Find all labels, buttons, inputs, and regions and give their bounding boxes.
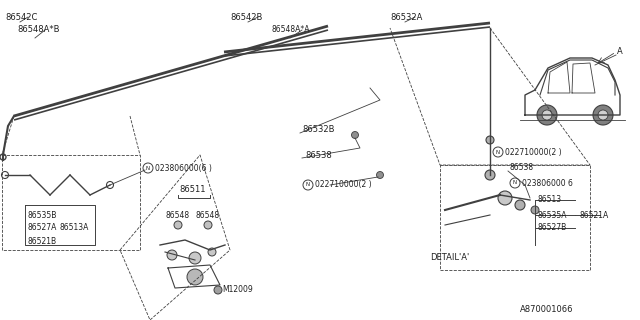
Text: 86527A: 86527A xyxy=(28,223,58,233)
Text: 86548: 86548 xyxy=(166,211,190,220)
Text: 86511: 86511 xyxy=(180,186,206,195)
Text: N: N xyxy=(306,182,310,188)
Circle shape xyxy=(593,105,613,125)
Text: 86548A*B: 86548A*B xyxy=(17,26,60,35)
Text: 86527B: 86527B xyxy=(538,223,567,233)
Text: 86538: 86538 xyxy=(510,164,534,172)
Circle shape xyxy=(376,172,383,179)
Circle shape xyxy=(167,250,177,260)
Text: 86535B: 86535B xyxy=(28,211,58,220)
Text: 86538: 86538 xyxy=(305,150,332,159)
Text: 86535A: 86535A xyxy=(538,211,568,220)
Circle shape xyxy=(515,200,525,210)
Text: A: A xyxy=(617,47,623,57)
Text: N: N xyxy=(496,149,500,155)
Text: 023806000(6 ): 023806000(6 ) xyxy=(155,164,212,172)
Text: 86548A*A: 86548A*A xyxy=(272,26,310,35)
Text: 023806000 6: 023806000 6 xyxy=(522,179,573,188)
Text: 022710000(2 ): 022710000(2 ) xyxy=(315,180,372,189)
Text: 86521A: 86521A xyxy=(580,211,609,220)
Text: A870001066: A870001066 xyxy=(520,306,573,315)
Text: 86532B: 86532B xyxy=(302,125,335,134)
Text: M12009: M12009 xyxy=(222,285,253,294)
Text: 86548: 86548 xyxy=(196,211,220,220)
Circle shape xyxy=(174,221,182,229)
Circle shape xyxy=(498,191,512,205)
Circle shape xyxy=(189,252,201,264)
Text: 86532A: 86532A xyxy=(390,12,422,21)
Text: 86542C: 86542C xyxy=(5,12,37,21)
Text: 022710000(2 ): 022710000(2 ) xyxy=(505,148,562,156)
Circle shape xyxy=(486,136,494,144)
Circle shape xyxy=(351,132,358,139)
Circle shape xyxy=(187,269,203,285)
Text: 86521B: 86521B xyxy=(28,237,57,246)
Circle shape xyxy=(598,110,608,120)
Text: 86513A: 86513A xyxy=(60,223,90,233)
Circle shape xyxy=(214,286,222,294)
Text: 86513: 86513 xyxy=(538,196,562,204)
Circle shape xyxy=(485,170,495,180)
Circle shape xyxy=(537,105,557,125)
Circle shape xyxy=(531,206,539,214)
Text: N: N xyxy=(146,165,150,171)
Text: 86542B: 86542B xyxy=(230,12,262,21)
Circle shape xyxy=(204,221,212,229)
Circle shape xyxy=(542,110,552,120)
Text: N: N xyxy=(513,180,517,186)
Circle shape xyxy=(208,248,216,256)
Text: DETAIL'A': DETAIL'A' xyxy=(430,253,469,262)
